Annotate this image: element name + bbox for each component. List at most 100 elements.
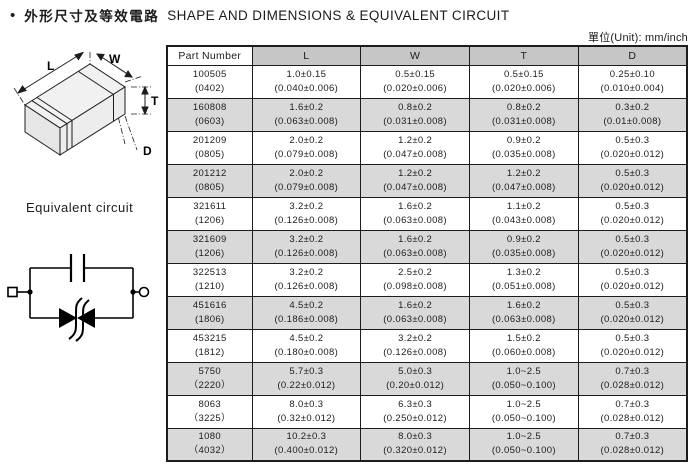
table-row: 100505 (0402) 1.0±0.15 (0.040±0.006) 0.5±0.1… xyxy=(166,64,688,99)
table-row: 321609 (1206) 3.2±0.2 (0.126±0.008) 1.6±0.2(… xyxy=(166,229,688,264)
dimension-cell: 1.6±0.2 (0.063±0.008) xyxy=(251,97,362,132)
dimension-cell: 0.3±0.2 (0.01±0.008) xyxy=(577,97,688,132)
dimension-cell: 0.5±0.3 (0.020±0.012) xyxy=(577,328,688,363)
t-label: T xyxy=(151,94,159,108)
dimension-cell: 0.5±0.3 (0.020±0.012) xyxy=(577,163,688,198)
dimension-cell: 0.5±0.3 (0.020±0.012) xyxy=(577,196,688,231)
table-header-row: Part Number L W T D xyxy=(166,45,688,66)
dimension-cell: 2.0±0.2 (0.079±0.008) xyxy=(251,130,362,165)
table-row: 5750 （2220） 5.7±0.3 (0.22±0.012) 5.0±0.3 (0.2… xyxy=(166,361,688,396)
table-row: 453215 (1812) 4.5±0.2 (0.180±0.008) 3.2±0.2(… xyxy=(166,328,688,363)
dimension-cell: 1.0~2.5 (0.050~0.100) xyxy=(469,394,579,429)
right-terminal xyxy=(138,286,150,298)
dimension-cell: 1.2±0.2 (0.047±0.008) xyxy=(360,163,470,198)
dimension-cell: 0.7±0.3 (0.028±0.012) xyxy=(577,427,688,462)
dimension-cell: 0.5±0.15 (0.020±0.006) xyxy=(469,64,579,99)
dimension-cell: 4.5±0.2 (0.186±0.008) xyxy=(251,295,362,330)
dimension-cell: 0.7±0.3 (0.028±0.012) xyxy=(577,394,688,429)
part-number-cell: 5750 （2220） xyxy=(166,361,253,396)
header-w: W xyxy=(360,45,470,66)
dimension-cell: 6.3±0.3 (0.250±0.012) xyxy=(360,394,470,429)
part-number-cell: 201212 (0805) xyxy=(166,163,253,198)
header-t: T xyxy=(469,45,579,66)
table-row: 1080 （4032） 10.2±0.3 (0.400±0.012) 8.0±0.3 (0… xyxy=(166,427,688,462)
part-number-cell: 8063 （3225） xyxy=(166,394,253,429)
dimension-cell: 5.0±0.3 (0.20±0.012) xyxy=(360,361,470,396)
part-number-cell: 100505 (0402) xyxy=(166,64,253,99)
dimension-cell: 1.0~2.5 (0.050~0.100) xyxy=(469,427,579,462)
dimension-cell: 1.2±0.2 (0.047±0.008) xyxy=(469,163,579,198)
table-row: 451616 (1806) 4.5±0.2 (0.186±0.008) 1.6±0.2(… xyxy=(166,295,688,330)
dimension-cell: 1.0±0.15 (0.040±0.006) xyxy=(251,64,362,99)
dimension-cell: 8.0±0.3 (0.320±0.012) xyxy=(360,427,470,462)
dimension-cell: 5.7±0.3 (0.22±0.012) xyxy=(251,361,362,396)
dimension-cell: 1.6±0.2 (0.063±0.008) xyxy=(360,196,470,231)
title-chinese: 外形尺寸及等效電路 xyxy=(24,9,160,24)
l-dimension-line xyxy=(17,52,84,94)
dimension-cell: 1.2±0.2 (0.047±0.008) xyxy=(360,130,470,165)
table-row: 321611 (1206) 3.2±0.2 (0.126±0.008) 1.6±0.2(… xyxy=(166,196,688,231)
junction-dot-right xyxy=(130,289,136,295)
part-number-cell: 201209 (0805) xyxy=(166,130,253,165)
dimension-cell: 3.2±0.2 (0.126±0.008) xyxy=(251,229,362,264)
dimension-cell: 0.5±0.3 (0.020±0.012) xyxy=(577,229,688,264)
dimensions-table: Part Number L W T D 100505 (0402) 1.0±0.15… xyxy=(166,45,688,462)
dimension-cell: 1.1±0.2 (0.043±0.008) xyxy=(469,196,579,231)
dimension-cell: 1.6±0.2 (0.063±0.008) xyxy=(360,295,470,330)
part-number-cell: 160808 (0603) xyxy=(166,97,253,132)
w-dimension-line xyxy=(96,53,133,78)
bullet-icon: • xyxy=(10,6,16,24)
left-terminal xyxy=(7,286,18,298)
dimension-cell: 1.0~2.5 (0.050~0.100) xyxy=(469,361,579,396)
chip-dimension-drawing: L W T D xyxy=(13,52,159,158)
l-label: L xyxy=(47,59,54,73)
junction-dot-left xyxy=(27,289,33,295)
varistor-symbol xyxy=(59,297,95,342)
dimension-cell: 1.6±0.2 (0.063±0.008) xyxy=(469,295,579,330)
dimension-cell: 0.25±0.10 (0.010±0.004) xyxy=(577,64,688,99)
dimension-cell: 1.3±0.2 (0.051±0.008) xyxy=(469,262,579,297)
dimension-cell: 0.5±0.3 (0.020±0.012) xyxy=(577,295,688,330)
dimension-cell: 1.6±0.2 (0.063±0.008) xyxy=(360,229,470,264)
equivalent-circuit-label: Equivalent circuit xyxy=(26,200,134,215)
dimension-cell: 0.5±0.3 (0.020±0.012) xyxy=(577,262,688,297)
title-english: SHAPE AND DIMENSIONS & EQUIVALENT CIRCUI… xyxy=(167,7,510,23)
dimension-cell: 1.5±0.2 (0.060±0.008) xyxy=(469,328,579,363)
dimension-cell: 2.5±0.2 (0.098±0.008) xyxy=(360,262,470,297)
dimension-table-body: 100505 (0402) 1.0±0.15 (0.040±0.006) 0.5±0.1… xyxy=(166,64,688,462)
dimension-cell: 0.5±0.15 (0.020±0.006) xyxy=(360,64,470,99)
dimension-cell: 0.9±0.2 (0.035±0.008) xyxy=(469,130,579,165)
page-title: • 外形尺寸及等效電路 SHAPE AND DIMENSIONS & EQUIV… xyxy=(10,6,510,25)
part-number-cell: 453215 (1812) xyxy=(166,328,253,363)
dimension-cell: 0.8±0.2 (0.031±0.008) xyxy=(469,97,579,132)
dimension-cell: 3.2±0.2 (0.126±0.008) xyxy=(251,262,362,297)
dimension-cell: 3.2±0.2 (0.126±0.008) xyxy=(251,196,362,231)
equivalent-circuit-diagram xyxy=(7,254,150,342)
table-row: 201212 (0805) 2.0±0.2 (0.079±0.008) 1.2±0.2(… xyxy=(166,163,688,198)
part-number-cell: 451616 (1806) xyxy=(166,295,253,330)
dimension-cell: 0.9±0.2 (0.035±0.008) xyxy=(469,229,579,264)
header-d: D xyxy=(577,45,688,66)
part-number-cell: 321609 (1206) xyxy=(166,229,253,264)
table-row: 8063 （3225） 8.0±0.3 (0.32±0.012) 6.3±0.3 (0.2… xyxy=(166,394,688,429)
dimension-cell: 10.2±0.3 (0.400±0.012) xyxy=(251,427,362,462)
header-l: L xyxy=(251,45,362,66)
table-row: 201209 (0805) 2.0±0.2 (0.079±0.008) 1.2±0.2(… xyxy=(166,130,688,165)
capacitor-symbol xyxy=(69,254,86,282)
table-row: 322513 (1210) 3.2±0.2 (0.126±0.008) 2.5±0.2(… xyxy=(166,262,688,297)
chip-side-face xyxy=(59,86,126,156)
dimension-cell: 0.5±0.3 (0.020±0.012) xyxy=(577,130,688,165)
dimension-cell: 3.2±0.2 (0.126±0.008) xyxy=(360,328,470,363)
unit-label: 單位(Unit): mm/inch xyxy=(588,32,688,44)
dimension-cell: 0.7±0.3 (0.028±0.012) xyxy=(577,361,688,396)
part-number-cell: 1080 （4032） xyxy=(166,427,253,462)
dimension-cell: 2.0±0.2 (0.079±0.008) xyxy=(251,163,362,198)
part-number-cell: 321611 (1206) xyxy=(166,196,253,231)
dimension-cell: 0.8±0.2 (0.031±0.008) xyxy=(360,97,470,132)
w-label: W xyxy=(109,52,121,66)
part-number-cell: 322513 (1210) xyxy=(166,262,253,297)
dimension-cell: 8.0±0.3 (0.32±0.012) xyxy=(251,394,362,429)
table-row: 160808 (0603) 1.6±0.2 (0.063±0.008) 0.8±0.2(… xyxy=(166,97,688,132)
d-label: D xyxy=(143,144,152,158)
